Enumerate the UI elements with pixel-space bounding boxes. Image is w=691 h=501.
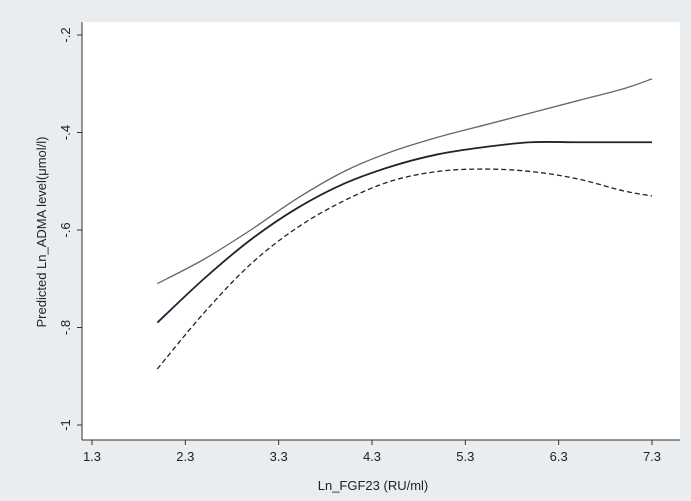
y-tick-label: -1	[58, 419, 73, 431]
upper-ci-line	[157, 78, 653, 285]
x-tick-label: 2.3	[176, 449, 194, 464]
series-layer	[156, 78, 653, 370]
x-tick-label: 4.3	[363, 449, 381, 464]
y-tick-label: -.4	[58, 125, 73, 140]
y-axis-title: Predicted Ln_ADMA level(μmol/l)	[34, 136, 49, 327]
x-tick-label: 5.3	[456, 449, 474, 464]
x-ticks: 1.3 2.3 3.3 4.3 5.3 6.3 7.3	[83, 440, 661, 464]
y-tick-label: -.6	[58, 222, 73, 237]
x-tick-label: 1.3	[83, 449, 101, 464]
fitted-line	[156, 140, 652, 324]
y-tick-label: -.2	[58, 27, 73, 42]
plot-area	[82, 22, 680, 440]
x-tick-label: 3.3	[270, 449, 288, 464]
lower-ci-line	[156, 168, 653, 370]
x-tick-label: 6.3	[550, 449, 568, 464]
y-tick-label: -.8	[58, 320, 73, 335]
y-ticks: -1 -.8 -.6 -.4 -.2	[58, 27, 82, 431]
x-tick-label: 7.3	[643, 449, 661, 464]
x-axis-title: Ln_FGF23 (RU/ml)	[318, 478, 429, 493]
